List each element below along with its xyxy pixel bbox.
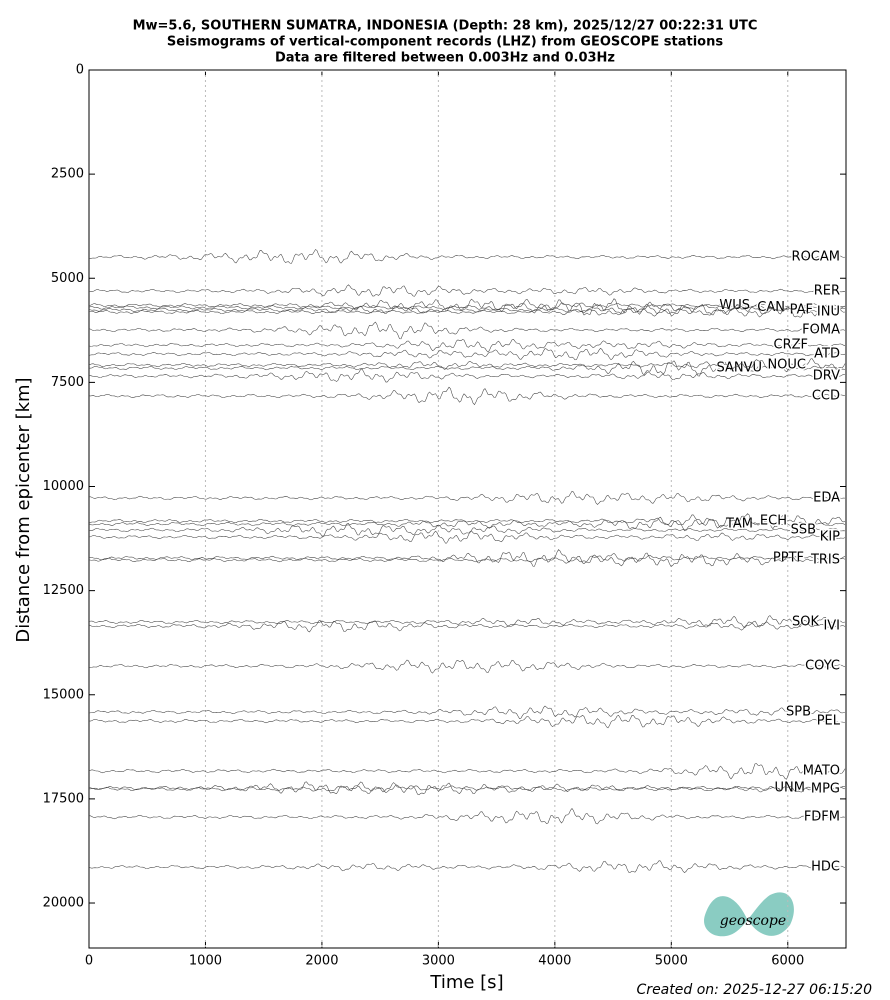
station-label: IVI <box>823 618 840 633</box>
trace <box>88 552 846 567</box>
station-label: TRIS <box>810 553 840 568</box>
trace <box>88 530 846 544</box>
trace <box>88 619 846 633</box>
trace <box>88 781 846 795</box>
trace <box>88 358 846 373</box>
station-label: UNM <box>775 781 805 796</box>
station-label: HDC <box>811 860 840 875</box>
y-tick-label: 12500 <box>43 583 84 598</box>
station-label: FDFM <box>804 810 840 825</box>
x-tick-label: 4000 <box>538 954 571 969</box>
title-line: Seismograms of vertical-component record… <box>167 35 723 50</box>
trace <box>88 714 846 729</box>
trace <box>88 513 846 530</box>
trace <box>88 339 846 353</box>
trace <box>88 763 846 780</box>
y-tick-label: 0 <box>76 63 84 78</box>
y-tick-label: 17500 <box>43 791 84 806</box>
x-tick-label: 3000 <box>422 954 455 969</box>
title-line: Data are filtered between 0.003Hz and 0.… <box>275 51 615 66</box>
trace <box>88 298 846 312</box>
trace <box>88 305 846 318</box>
trace <box>88 360 846 377</box>
trace <box>88 490 846 505</box>
y-tick-label: 7500 <box>51 375 84 390</box>
trace <box>89 782 846 796</box>
station-label: MATO <box>803 764 840 779</box>
logo: geoscope <box>704 892 794 937</box>
station-label: SANVU <box>716 361 762 376</box>
station-label: MPG <box>811 782 840 797</box>
y-tick-label: 5000 <box>51 271 84 286</box>
logo-shape <box>704 892 794 937</box>
trace <box>88 860 846 874</box>
trace <box>88 321 846 340</box>
trace <box>88 249 846 264</box>
x-axis-label: Time [s] <box>429 972 503 993</box>
trace <box>88 705 846 719</box>
title-line: Mw=5.6, SOUTHERN SUMATRA, INDONESIA (Dep… <box>133 19 758 34</box>
trace <box>88 807 846 825</box>
x-tick-label: 1000 <box>189 954 222 969</box>
logo-text: geoscope <box>720 913 786 929</box>
footer: Created on: 2025-12-27 06:15:20 <box>637 982 873 998</box>
plot-frame <box>88 69 847 949</box>
y-tick-label: 10000 <box>43 479 84 494</box>
station-label: COYC <box>805 659 840 674</box>
station-label: TAM <box>725 516 753 531</box>
station-label: CRZF <box>774 338 809 353</box>
trace <box>88 347 846 361</box>
station-label: ROCAM <box>792 250 840 265</box>
station-label: ATD <box>814 347 840 362</box>
trace <box>88 386 846 406</box>
trace <box>88 284 846 297</box>
station-label: SPB <box>786 705 811 720</box>
y-tick-label: 15000 <box>43 687 84 702</box>
station-label: SSB <box>791 522 816 537</box>
station-label: FOMA <box>802 322 840 337</box>
trace <box>88 516 846 532</box>
station-label: RER <box>814 283 840 298</box>
station-label: INU <box>817 304 840 319</box>
station-label: NOUC <box>767 358 806 373</box>
station-label: PEL <box>817 714 841 729</box>
y-axis-label: Distance from epicenter [km] <box>13 377 34 642</box>
station-label: PAF <box>790 302 813 317</box>
station-label: ECH <box>760 513 787 528</box>
x-tick-label: 5000 <box>655 954 688 969</box>
trace <box>88 523 846 537</box>
y-tick-label: 20000 <box>43 896 84 911</box>
trace <box>88 659 846 674</box>
station-label: SOK <box>792 614 819 629</box>
y-tick-label: 2500 <box>51 167 84 182</box>
trace <box>88 298 846 316</box>
station-label: CCD <box>812 389 840 404</box>
trace <box>88 549 846 567</box>
station-label: KIP <box>820 529 840 544</box>
x-tick-label: 2000 <box>305 954 338 969</box>
station-label: EDA <box>813 491 840 506</box>
station-label: DRV <box>813 369 840 384</box>
trace <box>88 368 846 383</box>
x-tick-label: 0 <box>85 954 93 969</box>
trace <box>88 615 846 629</box>
x-tick-label: 6000 <box>771 954 804 969</box>
